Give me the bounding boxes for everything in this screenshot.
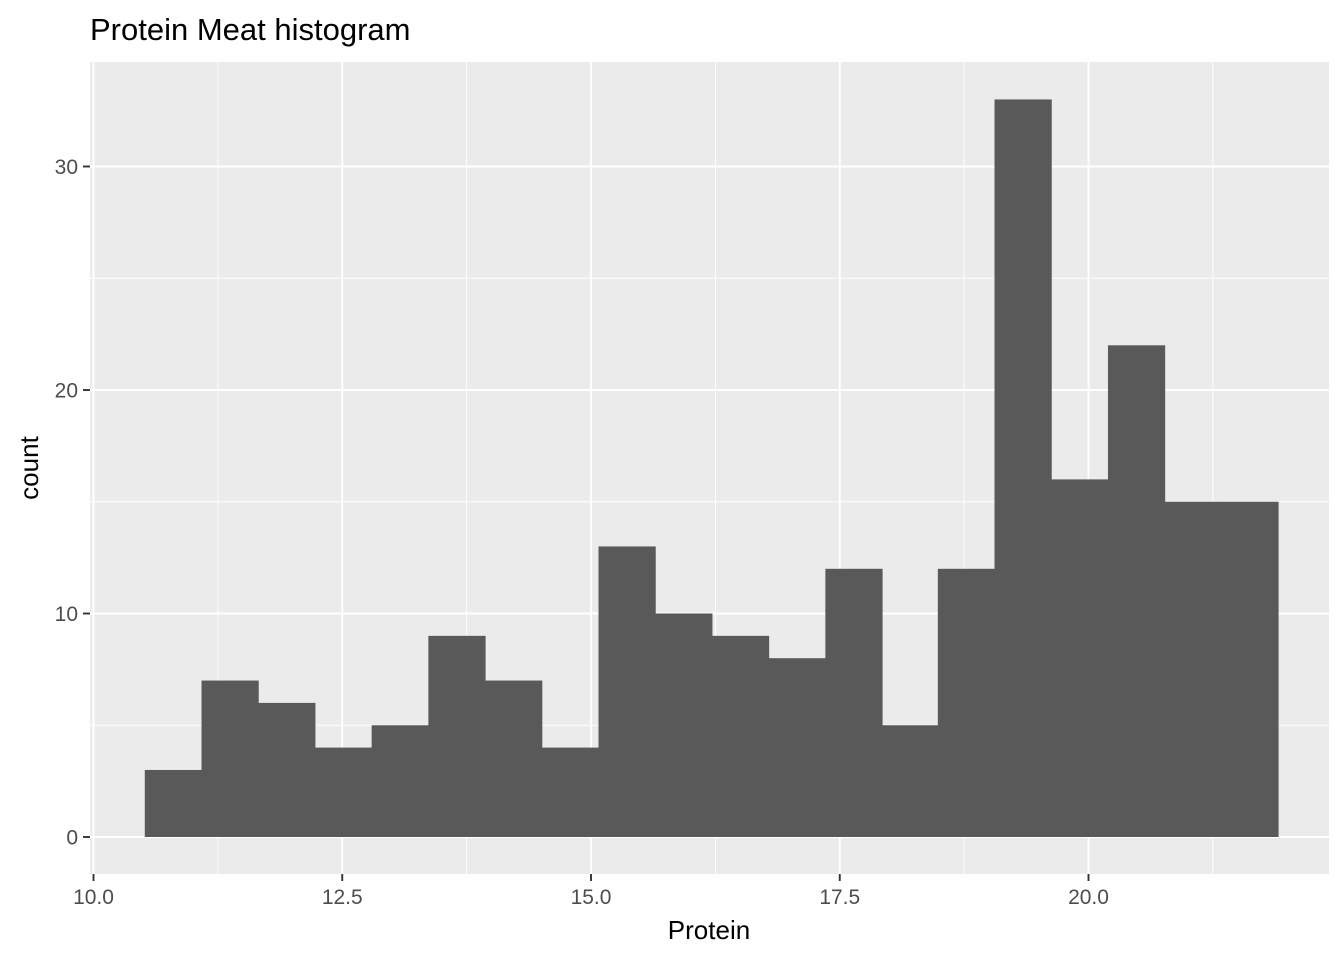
y-tick-label: 20 [55, 380, 78, 403]
histogram-bar-2 [201, 680, 259, 837]
x-tick-label: 10.0 [73, 886, 114, 909]
y-tick-label: 10 [55, 603, 78, 626]
histogram-bar-1 [144, 769, 203, 837]
histogram-bar-5 [371, 725, 429, 837]
x-tick-label: 17.5 [819, 886, 860, 909]
chart-title: Protein Meat histogram [90, 12, 410, 47]
histogram-bar-20 [1221, 501, 1279, 837]
histogram-bar-6 [428, 635, 486, 837]
histogram-bar-14 [882, 725, 940, 837]
histogram-bar-11 [711, 635, 770, 837]
histogram-bar-4 [314, 747, 373, 837]
x-axis: 10.0 12.5 15.0 17.5 20.0 [73, 874, 1109, 909]
y-axis-title: count [14, 435, 44, 499]
histogram-bars [144, 99, 1279, 837]
y-axis: 0 10 20 30 [55, 156, 90, 850]
histogram-bar-3 [258, 702, 316, 837]
x-tick-label: 20.0 [1068, 886, 1109, 909]
histogram-bar-18 [1107, 345, 1166, 837]
histogram-bar-10 [655, 613, 713, 837]
histogram-bar-12 [768, 658, 826, 837]
histogram-bar-7 [485, 680, 543, 837]
histogram-bar-15 [937, 568, 996, 837]
histogram-bar-8 [541, 747, 600, 837]
y-tick-label: 0 [66, 827, 78, 850]
x-axis-title: Protein [668, 915, 750, 945]
histogram-bar-19 [1164, 501, 1222, 837]
histogram-bar-17 [1051, 479, 1109, 837]
histogram-bar-9 [598, 546, 656, 837]
histogram-bar-13 [825, 568, 883, 837]
x-tick-label: 15.0 [571, 886, 612, 909]
histogram-bar-16 [994, 99, 1052, 837]
x-tick-label: 12.5 [322, 886, 363, 909]
y-tick-label: 30 [55, 156, 78, 179]
